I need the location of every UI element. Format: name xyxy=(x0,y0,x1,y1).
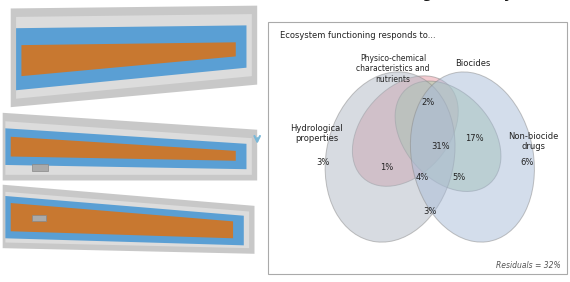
Bar xyxy=(32,164,48,171)
Ellipse shape xyxy=(395,81,501,191)
Ellipse shape xyxy=(352,76,458,186)
Text: 31%: 31% xyxy=(431,142,450,151)
Polygon shape xyxy=(5,121,252,175)
Text: Physico-chemical
characteristics and
nutrients: Physico-chemical characteristics and nut… xyxy=(356,54,430,84)
Text: Ecosystem functioning responds to...: Ecosystem functioning responds to... xyxy=(280,31,436,40)
Text: 3%: 3% xyxy=(423,207,437,216)
Polygon shape xyxy=(16,14,252,99)
Text: Biocides: Biocides xyxy=(455,59,490,68)
Polygon shape xyxy=(22,42,236,76)
Polygon shape xyxy=(5,128,246,169)
Text: Non-biocide
drugs: Non-biocide drugs xyxy=(508,132,559,151)
Text: Residuals = 32%: Residuals = 32% xyxy=(496,261,561,270)
Polygon shape xyxy=(11,6,257,107)
Text: Factors driving variability: Factors driving variability xyxy=(321,0,514,1)
Text: Hydrological
properties: Hydrological properties xyxy=(291,124,343,143)
Polygon shape xyxy=(11,137,236,161)
Text: 4%: 4% xyxy=(416,173,429,182)
Bar xyxy=(32,215,46,221)
FancyBboxPatch shape xyxy=(268,22,567,274)
Ellipse shape xyxy=(410,72,535,242)
Polygon shape xyxy=(5,192,249,248)
Text: 17%: 17% xyxy=(465,134,483,143)
Text: 2%: 2% xyxy=(422,98,435,107)
Polygon shape xyxy=(11,203,233,238)
Polygon shape xyxy=(16,25,246,90)
Text: 6%: 6% xyxy=(520,158,534,167)
Ellipse shape xyxy=(325,72,455,242)
Text: 1%: 1% xyxy=(380,163,394,172)
Polygon shape xyxy=(3,113,257,180)
Text: 3%: 3% xyxy=(316,158,329,167)
Polygon shape xyxy=(3,185,254,254)
Polygon shape xyxy=(5,196,244,245)
Text: 5%: 5% xyxy=(452,173,465,182)
